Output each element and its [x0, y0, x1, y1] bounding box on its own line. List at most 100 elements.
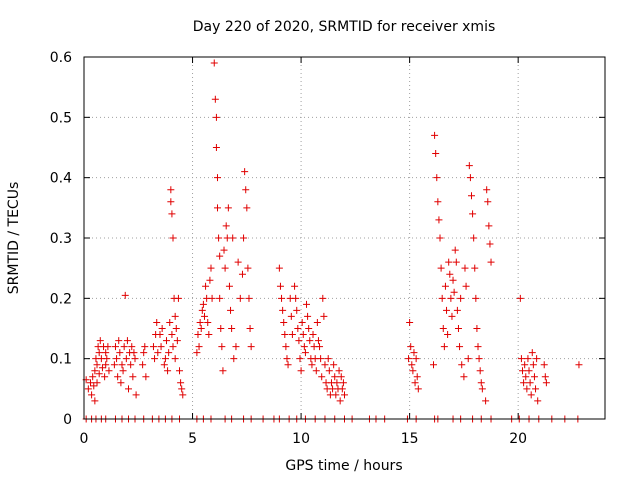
data-point: [452, 258, 460, 266]
data-point: [91, 367, 99, 375]
data-point: [341, 391, 348, 399]
data-point: [208, 294, 216, 302]
data-point: [117, 379, 125, 387]
data-point: [101, 373, 109, 381]
data-point: [432, 150, 440, 158]
y-tick-label: 0.1: [50, 352, 72, 368]
y-tick-label: 0.2: [50, 291, 72, 307]
x-tick-label: 10: [292, 431, 310, 447]
data-point: [517, 355, 525, 363]
data-point: [215, 234, 223, 242]
data-point: [320, 312, 328, 320]
data-point: [469, 210, 477, 218]
data-point: [412, 355, 420, 363]
data-point: [160, 361, 168, 369]
data-point: [206, 276, 214, 284]
data-point: [410, 349, 418, 357]
data-point: [299, 331, 307, 339]
data-point: [157, 343, 165, 351]
data-point: [169, 343, 177, 351]
data-point: [406, 318, 414, 326]
data-point: [174, 294, 182, 302]
data-point: [202, 282, 210, 290]
data-point: [296, 355, 304, 363]
data-point: [295, 337, 303, 345]
data-point: [142, 373, 150, 381]
data-point: [408, 361, 416, 369]
data-point: [309, 331, 317, 339]
data-point: [114, 373, 122, 381]
data-point: [433, 174, 441, 182]
data-point: [162, 337, 170, 345]
data-point: [176, 367, 184, 375]
data-point: [222, 222, 230, 230]
data-point: [284, 361, 292, 369]
data-point: [104, 343, 112, 351]
data-point: [224, 204, 232, 212]
data-point: [220, 246, 228, 254]
x-tick-label: 0: [80, 431, 89, 447]
data-point: [405, 355, 413, 363]
data-point: [325, 367, 333, 375]
chart-title: Day 220 of 2020, SRMTID for receiver xmi…: [193, 19, 496, 35]
data-point: [283, 355, 291, 363]
data-point: [292, 294, 300, 302]
data-point: [473, 325, 481, 332]
data-point: [476, 367, 484, 375]
data-point: [278, 294, 286, 302]
data-point: [228, 325, 236, 332]
data-point: [130, 349, 138, 357]
data-point: [317, 355, 325, 363]
data-point: [324, 355, 332, 363]
data-point: [241, 168, 249, 176]
data-point: [470, 234, 478, 242]
data-point: [244, 264, 252, 272]
data-point: [110, 361, 118, 369]
data-point: [156, 331, 164, 339]
data-point: [471, 264, 479, 272]
data-point: [98, 364, 106, 372]
data-point: [332, 391, 340, 399]
data-point: [443, 306, 451, 314]
data-point: [194, 331, 202, 339]
data-point: [411, 379, 419, 387]
data-point: [462, 282, 470, 290]
data-point: [111, 343, 119, 351]
data-point: [475, 355, 483, 363]
data-point: [525, 367, 533, 375]
data-point: [321, 361, 329, 369]
data-point: [521, 361, 529, 369]
data-point: [575, 361, 583, 369]
data-point: [477, 379, 485, 387]
data-point: [330, 361, 338, 369]
data-point: [113, 355, 121, 363]
data-point: [484, 198, 492, 206]
data-point: [171, 312, 179, 320]
data-point: [440, 343, 448, 351]
data-point: [275, 264, 283, 272]
data-point: [214, 204, 222, 212]
x-tick-label: 5: [188, 431, 197, 447]
data-point: [279, 306, 287, 314]
data-point: [168, 331, 176, 339]
data-point: [435, 216, 443, 224]
data-point: [527, 391, 535, 399]
data-point: [529, 361, 537, 369]
y-tick-label: 0: [63, 412, 72, 428]
data-point: [102, 349, 110, 357]
data-point: [338, 385, 346, 393]
data-point: [102, 361, 110, 369]
data-point: [300, 343, 308, 351]
data-point: [445, 258, 453, 266]
data-point: [339, 379, 347, 387]
data-point: [158, 325, 166, 332]
data-point: [232, 343, 240, 351]
data-point: [314, 337, 322, 345]
data-point: [167, 186, 175, 194]
data-point: [333, 379, 341, 387]
data-point: [120, 343, 128, 351]
data-point: [454, 325, 462, 332]
data-point: [199, 300, 207, 308]
data-point: [304, 312, 312, 320]
